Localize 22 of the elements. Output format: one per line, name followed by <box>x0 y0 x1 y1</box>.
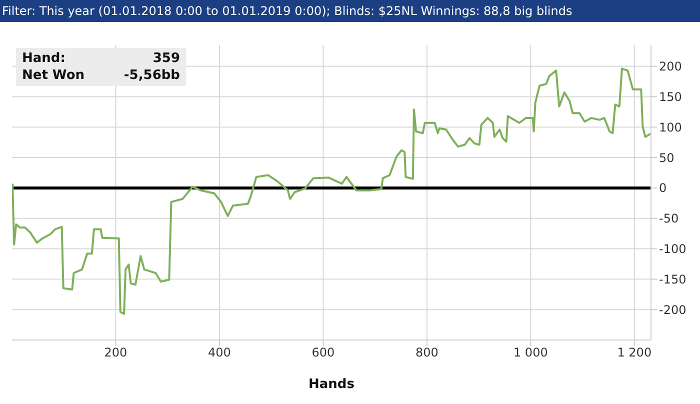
annotation: Hand: <box>22 51 66 66</box>
line-series <box>12 68 651 315</box>
y-tick-label: -100 <box>659 242 686 256</box>
annotation: -5,56bb <box>124 68 180 83</box>
annotation: 359 <box>152 51 180 66</box>
annotation: Net Won <box>22 68 86 83</box>
x-axis-title: Hands <box>308 377 355 392</box>
y-tick-label: 50 <box>659 150 674 165</box>
y-tick-label: -150 <box>659 272 686 286</box>
y-tick-label: 100 <box>659 120 682 134</box>
chart-title: Filter: This year (01.01.2018 0:00 to 01.01.2019 0:00); Blinds: $25NL Winnings: 88,8 big blinds <box>0 0 700 22</box>
x-tick-label: 1 000 <box>513 346 548 360</box>
y-tick-label: 0 <box>659 181 667 196</box>
y-tick-label: -50 <box>659 212 679 226</box>
y-tick-label: 200 <box>659 60 682 74</box>
x-tick-label: 800 <box>415 346 438 360</box>
x-tick-label: 600 <box>312 346 335 360</box>
y-tick-label: -200 <box>659 302 686 317</box>
x-tick-label: 1 200 <box>617 346 652 360</box>
x-tick-label: 400 <box>208 346 231 360</box>
x-tick-label: 200 <box>104 346 128 360</box>
y-tick-label: 150 <box>659 90 682 104</box>
